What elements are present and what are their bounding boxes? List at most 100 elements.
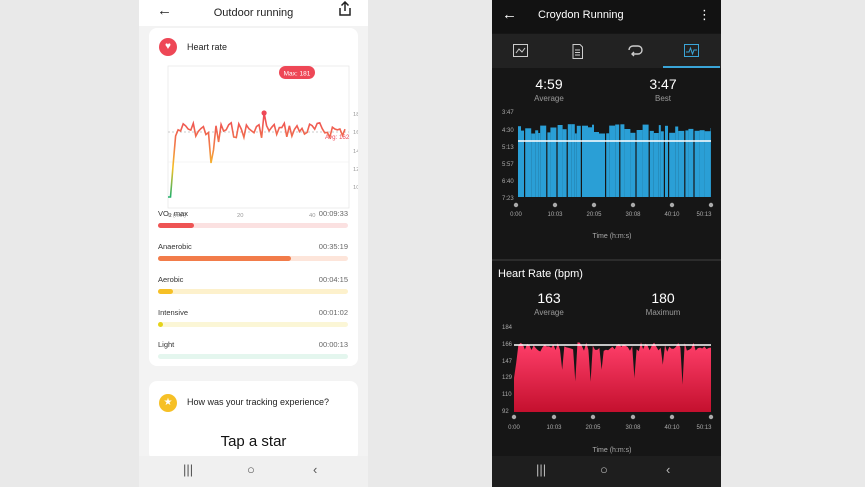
- x-tick: 20: [237, 213, 243, 219]
- x-axis-label: Time (h:m:s): [592, 447, 631, 454]
- y-tick: 3:47: [502, 110, 514, 116]
- tab-laps[interactable]: [606, 34, 663, 68]
- y-tick: 7:23: [502, 196, 514, 202]
- x-tick: 20:05: [586, 212, 602, 218]
- heart-rate-section-title: Heart Rate (bpm): [498, 268, 583, 280]
- x-tick: 40: [309, 213, 315, 219]
- avg-label: Avg: 162: [325, 134, 350, 141]
- activity-title: Croydon Running: [538, 9, 624, 21]
- rating-question: How was your tracking experience?: [187, 397, 330, 407]
- heart-rate-chart: Max: 181 Avg: 162 180 160 140 120 100 0 …: [167, 65, 358, 219]
- charts-icon: [684, 44, 699, 57]
- y-tick: 180: [353, 112, 358, 118]
- zone-bar: [158, 289, 348, 294]
- system-nav-bar: ||| ○ ‹: [492, 456, 721, 487]
- hr-max-label: Maximum: [645, 308, 681, 317]
- zone-bar: [158, 354, 348, 359]
- y-tick: 100: [353, 185, 358, 191]
- pace-best: 3:47 Best: [642, 76, 684, 103]
- left-phone-screen: ← Outdoor running ♥ Heart rate: [139, 0, 368, 487]
- laps-icon: [628, 45, 643, 57]
- zone-name: Light: [158, 340, 175, 349]
- y-tick: 4:30: [502, 128, 514, 134]
- x-axis-label: Time (h:m:s): [592, 233, 631, 240]
- x-tick: 30:08: [625, 212, 641, 218]
- recents-icon[interactable]: |||: [536, 462, 547, 477]
- hr-average: 163 Average: [528, 290, 570, 317]
- hr-average-label: Average: [534, 308, 564, 317]
- pace-best-label: Best: [654, 94, 671, 103]
- zone-time: 00:09:33: [318, 209, 348, 218]
- tab-bar: [492, 34, 721, 68]
- document-icon: [572, 44, 583, 59]
- pace-average-value: 4:59: [535, 76, 563, 92]
- x-tick: 0:00: [508, 425, 520, 431]
- x-tick: 50:13: [696, 425, 712, 431]
- tab-details[interactable]: [549, 34, 606, 68]
- home-icon[interactable]: ○: [600, 462, 608, 477]
- pace-average: 4:59 Average: [528, 76, 570, 103]
- x-tick: 40:10: [664, 425, 680, 431]
- heart-rate-card: ♥ Heart rate Max: 181 Avg: 162 180 16: [149, 28, 358, 366]
- tab-overview[interactable]: [492, 34, 549, 68]
- back-arrow-icon[interactable]: ←: [157, 2, 172, 19]
- x-tick: 30:08: [625, 425, 641, 431]
- heart-icon: ♥: [159, 38, 177, 56]
- x-tick: 10:03: [547, 212, 563, 218]
- heart-rate-title: Heart rate: [187, 42, 228, 52]
- pace-best-value: 3:47: [649, 76, 677, 92]
- zone-name: Intensive: [158, 308, 189, 317]
- y-tick: 140: [353, 149, 358, 155]
- top-bar: ← Croydon Running ⋮: [492, 0, 721, 33]
- x-tick: 20:05: [585, 425, 601, 431]
- y-tick: 120: [353, 167, 358, 173]
- zone-bar: [158, 322, 348, 327]
- pace-chart: 3:47 4:30 5:13 5:57 6:40 7:23 0:00 10:03…: [502, 110, 714, 240]
- top-bar: ← Outdoor running: [139, 0, 368, 26]
- overview-icon: [513, 44, 528, 57]
- x-tick: 0:00: [510, 212, 522, 218]
- y-tick: 166: [502, 342, 513, 348]
- y-tick: 184: [502, 325, 513, 331]
- rating-card: ★ How was your tracking experience? Tap …: [149, 381, 358, 461]
- y-tick: 5:13: [502, 145, 514, 151]
- pace-average-label: Average: [534, 94, 564, 103]
- back-icon[interactable]: ‹: [313, 462, 318, 477]
- section-divider: [492, 259, 721, 261]
- zone-time: 00:35:19: [318, 242, 348, 251]
- page-title: Outdoor running: [213, 7, 294, 19]
- y-tick: 5:57: [502, 162, 514, 168]
- x-tick: 10:03: [546, 425, 562, 431]
- zone-name: VO₂ max: [158, 209, 188, 218]
- zone-bar: [158, 256, 348, 261]
- zone-time: 00:01:02: [318, 308, 348, 317]
- zone-name: Anaerobic: [158, 242, 192, 251]
- star-icon: ★: [159, 394, 177, 412]
- back-icon[interactable]: ‹: [666, 462, 671, 477]
- tab-charts[interactable]: [663, 34, 720, 68]
- y-tick: 6:40: [502, 179, 514, 185]
- y-tick: 160: [353, 130, 358, 136]
- zone-time: 00:04:15: [318, 275, 348, 284]
- max-badge: [279, 66, 315, 79]
- more-menu-icon[interactable]: ⋮: [698, 7, 711, 22]
- right-phone-screen: ← Croydon Running ⋮ 4:59 Average 3:47 Be…: [492, 0, 721, 487]
- zone-time: 00:00:13: [318, 340, 348, 349]
- zone-name: Aerobic: [158, 275, 184, 284]
- zone-bar: [158, 223, 348, 228]
- x-tick: 40:10: [664, 212, 680, 218]
- hr-average-value: 163: [537, 290, 561, 306]
- back-arrow-icon[interactable]: ←: [502, 6, 517, 23]
- home-icon[interactable]: ○: [247, 462, 255, 477]
- y-tick: 110: [502, 392, 512, 398]
- hr-maximum: 180 Maximum: [638, 290, 688, 317]
- y-tick: 92: [502, 409, 509, 415]
- share-icon[interactable]: [338, 1, 352, 17]
- system-nav-bar: ||| ○ ‹: [139, 456, 368, 487]
- tap-a-star-button[interactable]: Tap a star: [220, 433, 287, 450]
- hr-max-value: 180: [651, 290, 675, 306]
- y-tick: 129: [502, 375, 513, 381]
- recents-icon[interactable]: |||: [183, 462, 194, 477]
- x-tick: 50:13: [696, 212, 712, 218]
- heart-rate-area-chart: 184 166 147 129 110 92 0:00 10:03 20:05 …: [502, 325, 714, 454]
